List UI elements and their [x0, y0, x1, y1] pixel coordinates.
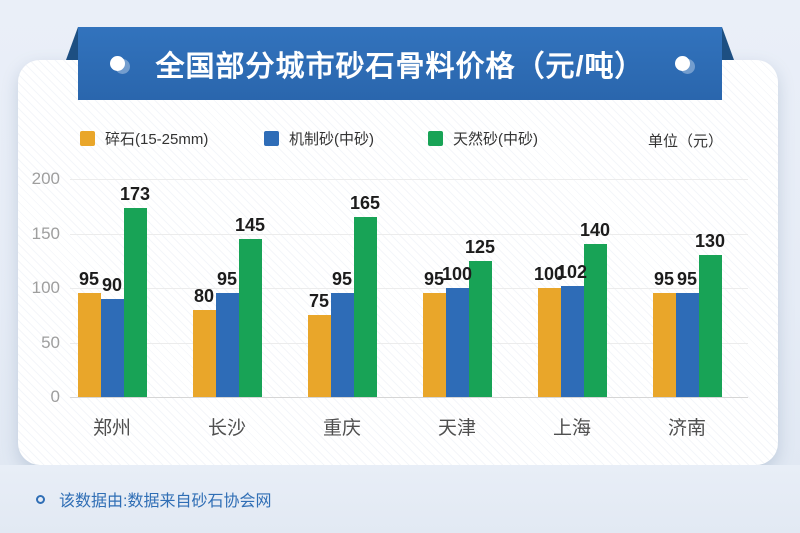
bar [422, 293, 446, 397]
grid-line [70, 288, 748, 289]
y-tick-label: 50 [41, 332, 60, 352]
y-tick-label: 100 [31, 278, 60, 297]
bar-value-label: 140 [579, 220, 611, 241]
unit-label: 单位（元） [647, 133, 723, 150]
legend-item-machine-sand: 机制砂(中砂) [264, 128, 374, 149]
grid-line [70, 342, 748, 344]
bar [675, 293, 699, 397]
bar [330, 293, 354, 397]
bar-value-label: 100 [533, 264, 565, 284]
x-category-label: 长沙 [207, 418, 246, 439]
grid-line [70, 233, 748, 235]
bar-value-label: 75 [308, 291, 330, 312]
bar [123, 208, 147, 397]
bar-value-label: 102 [556, 261, 588, 282]
bar-value-label: 95 [216, 269, 238, 290]
bar-value-label: 95 [676, 269, 698, 290]
legend-swatch-yellow-icon [80, 131, 95, 146]
legend-swatch-green-icon [428, 131, 443, 146]
data-source-note: 该数据由:数据来自砂石协会网 [59, 493, 272, 510]
bar-value-label: 95 [331, 269, 353, 290]
bar [560, 285, 584, 397]
bar-value-label: 95 [653, 269, 675, 290]
ribbon-fold-left [66, 27, 78, 60]
x-category-label: 济南 [667, 418, 706, 439]
bar-value-label: 95 [423, 269, 445, 290]
banner-dot-left-icon [110, 56, 126, 71]
bar [652, 293, 676, 397]
bar [445, 288, 469, 397]
bar [215, 293, 239, 397]
x-category-label: 天津 [437, 418, 476, 439]
bar-value-label: 145 [234, 214, 266, 235]
grid-line [70, 179, 748, 180]
bar [698, 255, 722, 397]
bar-value-label: 90 [101, 274, 123, 295]
legend-label: 天然砂(中砂) [453, 131, 538, 148]
footer-bullet-icon [36, 494, 45, 504]
x-axis-line [70, 397, 748, 398]
legend-swatch-blue-icon [264, 131, 279, 146]
title-banner: 全国部分城市砂石骨料价格（元/吨） [78, 27, 722, 100]
bar-value-label: 173 [119, 184, 151, 205]
bar-value-label: 100 [441, 264, 473, 284]
page-title: 全国部分城市砂石骨料价格（元/吨） [155, 50, 645, 83]
bar-value-label: 130 [694, 231, 726, 252]
y-tick-label: 0 [50, 387, 60, 406]
legend-item-natural-sand: 天然砂(中砂) [428, 128, 538, 149]
y-tick-label: 200 [31, 169, 60, 188]
bar [307, 315, 331, 397]
x-category-label: 上海 [552, 418, 591, 439]
bar [583, 244, 607, 397]
ribbon-fold-right [722, 27, 734, 60]
bar-value-label: 165 [349, 193, 381, 214]
bar-value-label: 125 [464, 236, 496, 257]
banner-dot-right-icon [674, 56, 690, 71]
footer: 该数据由:数据来自砂石协会网 [0, 465, 800, 533]
bar-value-label: 95 [78, 269, 100, 290]
legend-item-crushed-stone: 碎石(15-25mm) [80, 128, 208, 149]
bar [238, 238, 262, 397]
x-category-label: 郑州 [92, 418, 131, 439]
legend-label: 碎石(15-25mm) [105, 131, 209, 148]
bar [77, 293, 101, 397]
bar [537, 288, 561, 397]
y-tick-label: 150 [31, 223, 60, 243]
x-category-label: 重庆 [322, 418, 361, 439]
legend-label: 机制砂(中砂) [289, 131, 374, 148]
bar [100, 298, 124, 397]
footer-row: 该数据由:数据来自砂石协会网 [36, 487, 271, 511]
bar-value-label: 80 [193, 285, 215, 306]
bar [192, 309, 216, 397]
bar [468, 260, 492, 397]
bar [353, 217, 377, 397]
